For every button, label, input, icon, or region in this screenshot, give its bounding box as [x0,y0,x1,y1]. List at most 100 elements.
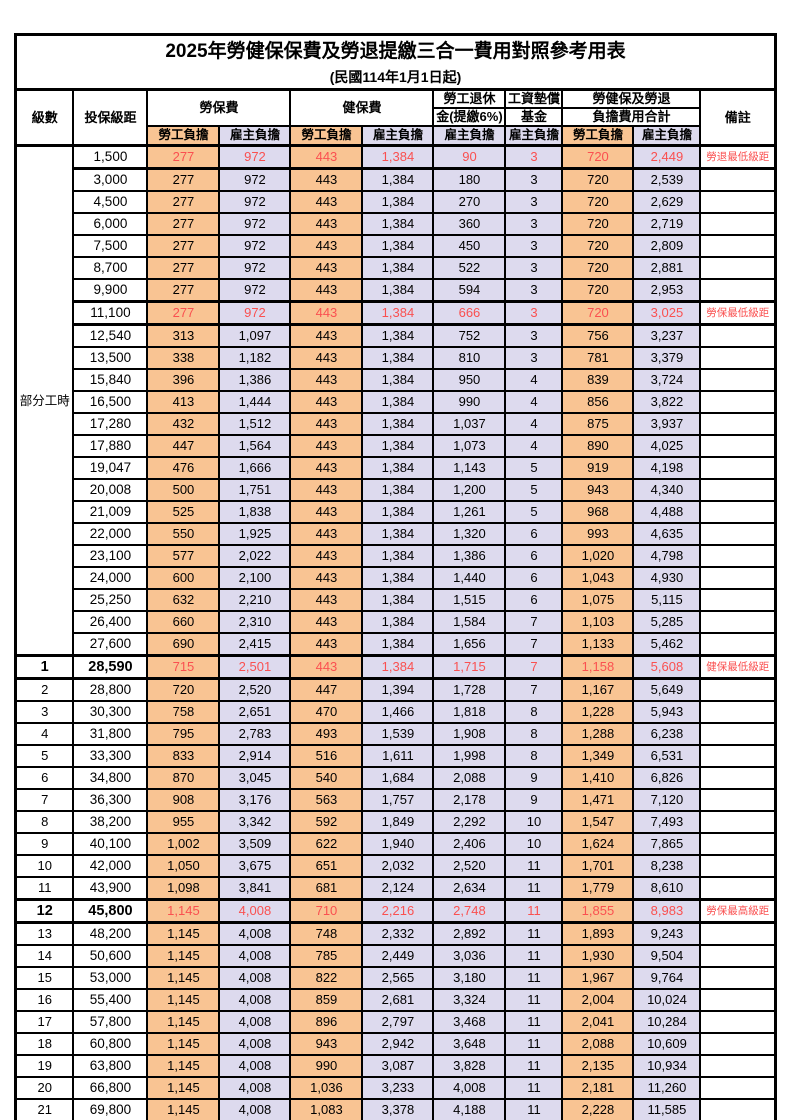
cell-bracket: 31,800 [72,722,149,746]
cell-wage-fund-employer: 11 [504,921,564,946]
cell-total-employee: 720 [561,234,635,258]
cell-remark [699,832,777,856]
cell-wage-fund-employer: 4 [504,390,564,414]
cell-health-ins-employer: 2,681 [361,988,435,1012]
cell-pension-employer: 990 [432,390,507,414]
cell-total-employee: 890 [561,434,635,458]
cell-health-ins-employee: 443 [289,610,364,634]
cell-labor-ins-employer: 4,008 [218,1098,292,1120]
table-row: 16 55,400 1,145 4,008 859 2,681 3,324 11 2,004 10… [14,988,777,1012]
cell-labor-ins-employee: 432 [146,412,221,436]
cell-pension-employer: 4,188 [432,1098,507,1120]
cell-labor-ins-employer: 3,841 [218,876,292,901]
cell-remark [699,390,777,414]
cell-labor-ins-employee: 632 [146,588,221,612]
cell-labor-ins-employer: 1,925 [218,522,292,546]
table-row: 17,280 432 1,512 443 1,384 1,037 4 875 3,937 [15,412,777,436]
cell-labor-ins-employee: 413 [146,390,221,414]
cell-total-employee: 2,181 [561,1076,635,1100]
cell-total-employer: 10,934 [632,1054,702,1078]
cell-labor-ins-employer: 1,838 [218,500,292,524]
cell-bracket: 43,900 [72,876,149,901]
cell-health-ins-employer: 1,384 [361,278,435,303]
cell-total-employer: 5,608 [632,654,702,680]
cell-health-ins-employer: 1,384 [361,390,435,414]
cell-total-employer: 7,493 [632,810,702,834]
cell-labor-ins-employer: 2,310 [218,610,292,634]
cell-health-ins-employee: 859 [289,988,364,1012]
cell-wage-fund-employer: 11 [504,876,564,901]
cell-bracket: 21,009 [72,500,149,524]
cell-health-ins-employer: 1,539 [361,722,435,746]
cell-total-employee: 720 [561,256,635,280]
cell-wage-fund-employer: 7 [504,654,564,680]
cell-level: 4 [14,722,75,746]
cell-health-ins-employer: 2,565 [361,966,435,990]
cell-health-ins-employer: 2,124 [361,876,435,901]
cell-total-employee: 1,043 [561,566,635,590]
col-header-pension-line1: 勞工退休 [432,88,507,109]
cell-pension-employer: 1,908 [432,722,507,746]
cell-level: 5 [14,744,75,768]
cell-wage-fund-employer: 9 [504,766,564,790]
cell-pension-employer: 1,261 [432,500,507,524]
cell-health-ins-employee: 443 [289,167,364,192]
cell-health-ins-employer: 2,332 [361,921,435,946]
cell-health-ins-employee: 443 [289,256,364,280]
cell-health-ins-employer: 1,384 [361,544,435,568]
table-row: 8,700 277 972 443 1,384 522 3 720 2,881 [15,256,777,280]
cell-pension-employer: 3,468 [432,1010,507,1034]
cell-level: 11 [14,876,75,901]
cell-wage-fund-employer: 11 [504,966,564,990]
cell-labor-ins-employee: 1,145 [146,1098,221,1120]
cell-total-employer: 9,764 [632,966,702,990]
col-header-wage-fund-line2: 基金 [504,107,564,127]
table-row: 部分工時 1,500 277 972 443 1,384 90 3 720 2,449 勞退最低級距 [14,144,777,657]
cell-remark [699,190,777,214]
subheader-total-employee: 勞工負擔 [561,125,635,147]
cell-total-employer: 4,635 [632,522,702,546]
table-row: 6,000 277 972 443 1,384 360 3 720 2,719 [15,212,777,236]
cell-remark [699,278,777,303]
cell-health-ins-employer: 1,384 [361,456,435,480]
cell-bracket: 20,008 [72,478,149,502]
cell-level: 19 [14,1054,75,1078]
cell-pension-employer: 1,037 [432,412,507,436]
cell-remark [699,610,777,634]
cell-labor-ins-employer: 972 [218,167,292,192]
cell-level: 3 [14,700,75,724]
page-title: 2025年勞健保保費及勞退提繳三合一費用對照參考用表 [165,40,626,62]
cell-health-ins-employer: 1,384 [361,478,435,502]
cell-labor-ins-employer: 1,751 [218,478,292,502]
cell-labor-ins-employee: 277 [146,256,221,280]
cell-health-ins-employee: 592 [289,810,364,834]
cell-health-ins-employee: 443 [289,234,364,258]
cell-health-ins-employee: 443 [289,654,364,680]
cell-total-employer: 3,822 [632,390,702,414]
cell-health-ins-employee: 443 [289,544,364,568]
cell-pension-employer: 90 [432,144,507,170]
cell-remark [699,368,777,392]
cell-labor-ins-employer: 3,675 [218,854,292,878]
cell-labor-ins-employer: 4,008 [218,898,292,924]
cell-labor-ins-employer: 1,564 [218,434,292,458]
cell-health-ins-employee: 622 [289,832,364,856]
table-row: 14 50,600 1,145 4,008 785 2,449 3,036 11 1,930 9,… [14,944,777,968]
cell-bracket: 6,000 [72,212,149,236]
cell-health-ins-employer: 1,384 [361,144,435,170]
cell-health-ins-employee: 681 [289,876,364,901]
cell-remark [699,323,777,348]
cell-total-employee: 1,410 [561,766,635,790]
cell-pension-employer: 3,036 [432,944,507,968]
cell-total-employer: 4,488 [632,500,702,524]
cell-level: 21 [14,1098,75,1120]
cell-total-employer: 7,120 [632,788,702,812]
cell-pension-employer: 2,634 [432,876,507,901]
cell-bracket: 24,000 [72,566,149,590]
cell-labor-ins-employer: 4,008 [218,1054,292,1078]
cell-total-employee: 1,228 [561,700,635,724]
subheader-health-ins-employer: 雇主負擔 [361,125,435,147]
cell-remark [699,544,777,568]
cell-health-ins-employer: 1,384 [361,500,435,524]
